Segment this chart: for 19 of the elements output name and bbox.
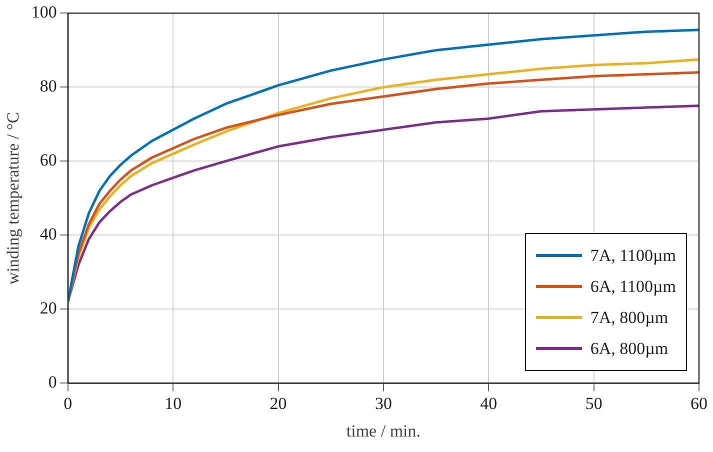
y-tick-label: 0 xyxy=(48,372,57,392)
y-tick-label: 80 xyxy=(40,76,57,96)
legend-label: 7A, 800µm xyxy=(590,307,668,330)
y-tick-label: 60 xyxy=(40,150,57,170)
x-tick-label: 60 xyxy=(690,394,708,413)
x-tick-label: 10 xyxy=(164,394,182,413)
x-tick-label: 30 xyxy=(374,394,392,413)
legend-label: 6A, 800µm xyxy=(590,338,668,360)
y-axis-title: winding temperature / °C xyxy=(4,112,23,284)
legend-label: 6A, 1100µm xyxy=(590,276,676,298)
x-tick-label: 40 xyxy=(480,394,498,413)
x-axis-title: time / min. xyxy=(346,421,421,440)
y-tick-label: 20 xyxy=(40,298,57,318)
x-tick-label: 0 xyxy=(64,394,72,413)
x-tick-label: 20 xyxy=(270,394,287,413)
y-tick-label: 100 xyxy=(31,2,57,22)
legend-label: 7A, 1100µm xyxy=(590,245,676,268)
y-tick-label: 40 xyxy=(40,224,57,244)
x-tick-label: 50 xyxy=(585,394,602,413)
